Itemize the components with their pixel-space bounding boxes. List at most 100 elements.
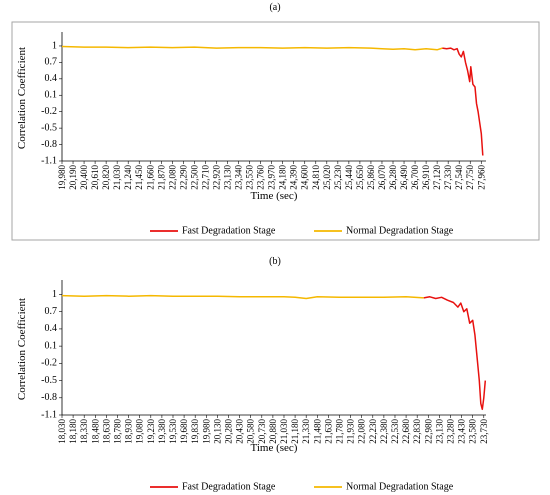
x-tick-label: 20,280 <box>223 419 233 444</box>
panel-b-chart: 10.70.40.1-0.2-0.5-0.8-1.118,030 18,180 18… <box>16 280 489 492</box>
y-tick-label: -1.1 <box>41 155 57 166</box>
x-tick-label: 23,580 <box>468 419 478 444</box>
x-tick-label: 26,700 <box>410 165 420 190</box>
normal-degradation-line <box>61 294 424 300</box>
y-tick-label: 0.4 <box>45 73 58 84</box>
y-tick-label: 0.7 <box>45 306 58 317</box>
y-tick-label: 0.1 <box>45 340 58 351</box>
x-tick-label: 22,710 <box>200 165 210 190</box>
x-tick-label: 19,380 <box>157 419 167 444</box>
x-tick-label: 18,330 <box>79 419 89 444</box>
x-tick-label: 27,330 <box>443 165 453 190</box>
x-tick-label: 19,080 <box>135 419 145 444</box>
y-tick-label: -1.1 <box>41 409 57 420</box>
x-tick-label: 19,530 <box>168 419 178 444</box>
y-tick-label: -0.5 <box>41 122 57 133</box>
x-tick-label: 22,530 <box>390 419 400 444</box>
x-tick-label: 18,780 <box>112 419 122 444</box>
x-tick-label: 20,610 <box>90 165 100 190</box>
x-tick-label: 21,330 <box>301 419 311 444</box>
x-tick-label: 21,780 <box>334 419 344 444</box>
x-tick-label: 22,230 <box>368 419 378 444</box>
x-tick-label: 20,820 <box>101 165 111 190</box>
x-tick-label: 23,340 <box>234 165 244 190</box>
x-tick-label: 25,020 <box>322 165 332 190</box>
x-tick-label: 21,450 <box>134 165 144 190</box>
y-tick-label: -0.8 <box>41 392 57 403</box>
x-tick-label: 20,130 <box>212 419 222 444</box>
x-tick-label: 22,680 <box>401 419 411 444</box>
x-tick-label: 21,630 <box>323 419 333 444</box>
y-tick-label: -0.2 <box>41 358 57 369</box>
x-axis-title: Time (sec) <box>251 190 298 202</box>
x-tick-label: 23,430 <box>457 419 467 444</box>
y-tick-label: 1 <box>52 40 57 51</box>
x-tick-label: 19,230 <box>146 419 156 444</box>
x-tick-label: 20,730 <box>257 419 267 444</box>
y-tick-label: 0.4 <box>45 323 58 334</box>
x-tick-label: 20,880 <box>268 419 278 444</box>
normal-degradation-line <box>61 45 443 51</box>
x-tick-label: 23,130 <box>434 419 444 444</box>
fast-legend-label: Fast Degradation Stage <box>182 481 276 492</box>
x-tick-label: 25,440 <box>344 165 354 190</box>
x-tick-label: 21,030 <box>112 165 122 190</box>
x-tick-label: 19,980 <box>201 419 211 444</box>
y-tick-label: 1 <box>52 289 57 300</box>
x-tick-label: 22,980 <box>423 419 433 444</box>
x-tick-label: 20,400 <box>79 165 89 190</box>
x-tick-label: 23,970 <box>267 165 277 190</box>
x-tick-label: 20,430 <box>235 419 245 444</box>
fast-legend-label: Fast Degradation Stage <box>182 225 276 236</box>
x-tick-label: 20,190 <box>68 165 78 190</box>
x-tick-label: 21,660 <box>145 165 155 190</box>
y-tick-label: -0.2 <box>41 106 57 117</box>
x-tick-label: 22,830 <box>412 419 422 444</box>
x-tick-label: 26,280 <box>388 165 398 190</box>
x-tick-label: 22,500 <box>189 165 199 190</box>
x-tick-label: 19,830 <box>190 419 200 444</box>
x-tick-label: 18,030 <box>57 419 67 444</box>
panel-a-chart: 10.70.40.1-0.2-0.5-0.8-1.119,980 20,190 20… <box>16 32 486 236</box>
x-tick-label: 22,290 <box>178 165 188 190</box>
normal-legend-label: Normal Degradation Stage <box>346 225 454 236</box>
panel-a-frame <box>11 21 540 241</box>
x-tick-label: 26,490 <box>399 165 409 190</box>
x-tick-label: 27,120 <box>432 165 442 190</box>
x-tick-label: 22,080 <box>357 419 367 444</box>
y-tick-label: -0.8 <box>41 139 57 150</box>
panel-a-label: (a) <box>269 2 281 13</box>
x-tick-label: 22,920 <box>211 165 221 190</box>
x-tick-label: 25,860 <box>366 165 376 190</box>
x-tick-label: 27,750 <box>465 165 475 190</box>
x-tick-label: 18,630 <box>101 419 111 444</box>
x-tick-label: 24,810 <box>311 165 321 190</box>
x-tick-label: 21,870 <box>156 165 166 190</box>
y-axis-title: Correlation Coefficient <box>16 47 28 149</box>
panel-b-label: (b) <box>269 256 281 267</box>
x-tick-label: 19,680 <box>179 419 189 444</box>
y-tick-label: -0.5 <box>41 375 57 386</box>
x-tick-label: 25,230 <box>333 165 343 190</box>
x-tick-label: 24,600 <box>300 165 310 190</box>
x-tick-label: 21,030 <box>279 419 289 444</box>
x-tick-label: 22,080 <box>167 165 177 190</box>
x-axis-title: Time (sec) <box>251 442 298 454</box>
x-tick-label: 23,550 <box>245 165 255 190</box>
x-tick-label: 24,390 <box>289 165 299 190</box>
x-tick-label: 20,580 <box>246 419 256 444</box>
x-tick-label: 24,180 <box>278 165 288 190</box>
x-tick-label: 25,650 <box>355 165 365 190</box>
x-tick-label: 18,930 <box>124 419 134 444</box>
x-tick-label: 26,070 <box>377 165 387 190</box>
x-tick-label: 21,240 <box>123 165 133 190</box>
x-tick-label: 19,980 <box>57 165 67 190</box>
x-tick-label: 23,130 <box>223 165 233 190</box>
y-axis-title: Correlation Coefficient <box>16 298 28 400</box>
y-tick-label: 0.1 <box>45 90 58 101</box>
x-tick-label: 22,380 <box>379 419 389 444</box>
normal-legend-label: Normal Degradation Stage <box>346 481 454 492</box>
fast-degradation-line <box>423 296 487 411</box>
fast-degradation-line <box>442 47 484 156</box>
